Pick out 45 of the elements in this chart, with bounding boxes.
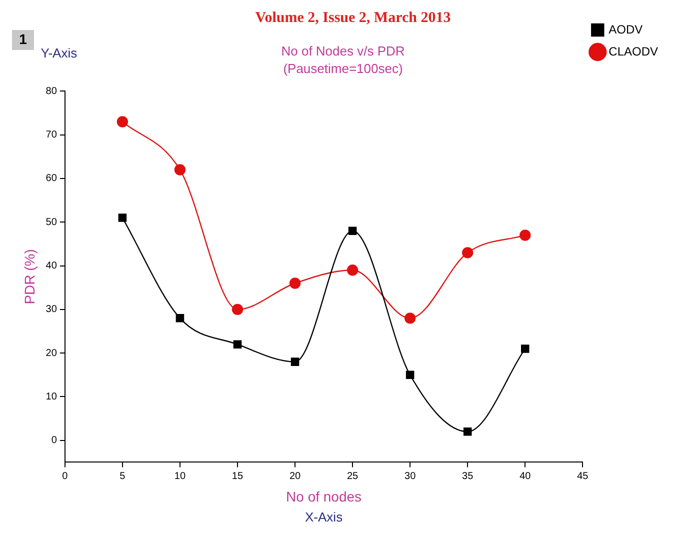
point — [346, 264, 358, 276]
chart-subtitle: (Pausetime=100sec) — [283, 60, 403, 76]
text: 1 — [19, 30, 28, 47]
y-tick-label: 40 — [46, 260, 58, 272]
point — [348, 226, 357, 236]
point — [290, 358, 300, 366]
point — [176, 314, 184, 322]
legend-label: AODV — [608, 22, 643, 36]
x-tick-label: 5 — [120, 470, 126, 482]
x-tick-label: 30 — [404, 470, 416, 482]
y-tick-label: 10 — [46, 391, 58, 402]
y-tick-label: 50 — [46, 216, 58, 228]
text: Y-Axis — [40, 46, 78, 61]
point — [520, 230, 531, 241]
chart-title: No of Nodes v/s PDR — [281, 43, 405, 58]
text: Volume 2, Issue 2, March 2013 — [255, 10, 451, 26]
point — [118, 214, 127, 222]
y-tick-label: 30 — [46, 304, 58, 316]
point — [406, 370, 414, 380]
y-axis-title: PDR (%) — [21, 249, 38, 304]
point — [232, 304, 244, 316]
point — [174, 164, 186, 176]
point — [233, 340, 242, 348]
y-tick-label: 80 — [46, 86, 58, 97]
x-tick-label: 45 — [577, 470, 589, 482]
y-tick-label: 0 — [51, 435, 58, 446]
x-tick-label: 25 — [346, 470, 359, 482]
x-tick-label: 15 — [232, 470, 244, 482]
y-tick-label: 70 — [46, 130, 58, 141]
point — [116, 116, 128, 128]
x-tick-label: 10 — [174, 470, 186, 482]
x-tick-label: 35 — [462, 470, 474, 482]
text: X-Axis — [305, 510, 344, 525]
point — [289, 278, 301, 289]
x-tick-label: 20 — [289, 470, 302, 482]
point — [463, 428, 472, 436]
point — [462, 247, 474, 258]
x-tick-label: 40 — [520, 470, 532, 482]
point — [404, 312, 416, 324]
legend-label: CLAODV — [608, 44, 658, 58]
y-tick-label: 60 — [46, 173, 58, 184]
y-tick-label: 20 — [46, 348, 58, 359]
x-axis-title: No of nodes — [286, 488, 362, 504]
x-tick-label: 0 — [62, 470, 68, 482]
point — [520, 344, 530, 353]
